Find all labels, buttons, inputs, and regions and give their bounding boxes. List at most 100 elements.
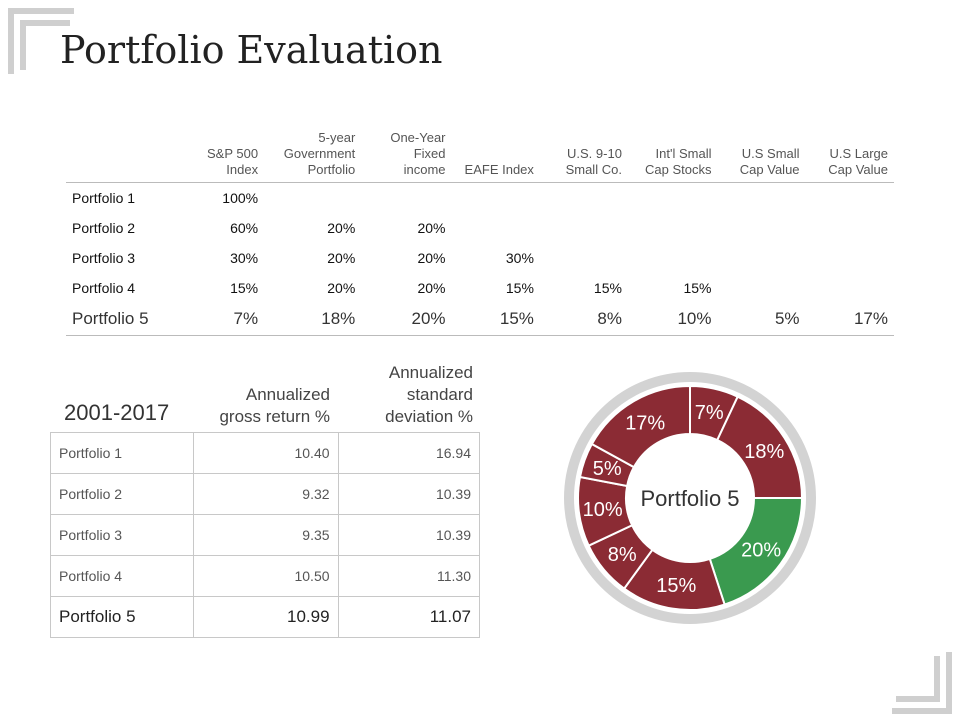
donut-slice-label: 5% — [593, 458, 622, 480]
returns-row-name: Portfolio 5 — [50, 596, 194, 638]
corner-decoration-bottom-right-inner — [896, 656, 940, 702]
allocation-cell: 100% — [222, 190, 259, 206]
allocation-cell — [452, 183, 540, 214]
allocation-column-header: 5-year Government Portfolio — [264, 130, 362, 183]
allocation-cell: 30% — [230, 250, 259, 266]
returns-row: Portfolio 2 9.32 10.39 — [50, 473, 481, 515]
allocation-cell: 20% — [417, 220, 446, 236]
gross-return-cell: 9.35 — [193, 514, 339, 556]
corner-decoration-bottom-right — [892, 652, 952, 714]
returns-row-name: Portfolio 1 — [50, 432, 194, 474]
gross-return-cell: 10.40 — [193, 432, 339, 474]
allocation-cell: 15% — [683, 280, 712, 296]
allocation-cell — [806, 273, 894, 303]
allocation-cell — [540, 243, 628, 273]
allocation-cell — [718, 243, 806, 273]
returns-row-name: Portfolio 4 — [50, 555, 194, 597]
allocation-row-name: Portfolio 4 — [72, 280, 136, 296]
allocation-cell: 15% — [593, 280, 622, 296]
std-deviation-cell: 11.07 — [337, 596, 481, 638]
donut-slice-label: 18% — [744, 441, 784, 463]
corner-decoration-top-left-inner — [20, 20, 70, 70]
allocation-cell — [718, 213, 806, 243]
allocation-row: Portfolio 2 60% 20% 20% — [66, 213, 894, 243]
allocation-cell: 60% — [230, 220, 259, 236]
allocation-row-name: Portfolio 1 — [72, 190, 136, 206]
allocation-column-header: S&P 500 Index — [182, 130, 265, 183]
allocation-cell: 20% — [417, 280, 446, 296]
allocation-cell: 18% — [264, 303, 362, 336]
gross-return-cell: 10.99 — [193, 596, 339, 638]
donut-slice-label: 8% — [608, 544, 637, 566]
std-deviation-header: Annualized standard deviation % — [385, 363, 473, 426]
gross-return-header: Annualized gross return % — [219, 385, 330, 426]
allocation-cell: 8% — [539, 303, 628, 336]
allocation-cell — [628, 243, 718, 273]
allocation-cell — [628, 183, 718, 214]
allocation-header-row: S&P 500 Index 5-year Government Portfolio One… — [66, 130, 894, 183]
donut-slice-label: 10% — [583, 499, 623, 521]
donut-slice-label: 20% — [741, 540, 781, 562]
donut-slice-label: 17% — [625, 412, 665, 434]
allocation-column-header: U.S Small Cap Value — [717, 130, 806, 183]
allocation-column-header: Int'l Small Cap Stocks — [627, 130, 718, 183]
allocation-row: Portfolio 5 7% 18% 20% 15% 8% 10% 5% 17% — [66, 303, 894, 336]
allocation-cell: 20% — [327, 220, 356, 236]
period-label: 2001-2017 — [64, 400, 170, 425]
allocation-table: S&P 500 Index 5-year Government Portfolio One… — [66, 130, 894, 336]
returns-row-name: Portfolio 2 — [50, 473, 194, 515]
page-title: Portfolio Evaluation — [60, 28, 443, 72]
allocation-cell: 20% — [327, 280, 356, 296]
allocation-cell — [264, 183, 361, 214]
allocation-corner-cell — [66, 130, 183, 183]
donut-slice-label: 15% — [656, 575, 696, 597]
allocation-column-header: EAFE Index — [451, 130, 540, 183]
allocation-column-header: U.S. 9-10 Small Co. — [539, 130, 628, 183]
allocation-cell — [452, 213, 540, 243]
allocation-cell — [718, 183, 806, 214]
std-deviation-cell: 10.39 — [337, 473, 481, 515]
allocation-cell: 30% — [505, 250, 534, 266]
allocation-cell: 5% — [717, 303, 806, 336]
std-deviation-cell: 16.94 — [337, 432, 481, 474]
donut-slice — [590, 384, 691, 469]
allocation-row: Portfolio 1 100% — [66, 183, 894, 214]
allocation-cell — [806, 183, 894, 214]
allocation-cell — [806, 213, 894, 243]
allocation-cell: 15% — [230, 280, 259, 296]
returns-row-name: Portfolio 3 — [50, 514, 194, 556]
allocation-row-name: Portfolio 2 — [72, 220, 136, 236]
allocation-cell: 20% — [327, 250, 356, 266]
allocation-column-header: One-Year Fixed income — [361, 130, 452, 183]
allocation-cell: 15% — [451, 303, 540, 336]
corner-decoration-top-left — [8, 8, 74, 74]
allocation-row-name: Portfolio 5 — [66, 303, 183, 336]
allocation-cell — [718, 273, 806, 303]
returns-row: Portfolio 4 10.50 11.30 — [50, 555, 481, 597]
allocation-cell: 17% — [805, 303, 894, 336]
allocation-row-name: Portfolio 3 — [72, 250, 136, 266]
allocation-cell: 15% — [505, 280, 534, 296]
gross-return-cell: 9.32 — [193, 473, 339, 515]
allocation-cell: 10% — [627, 303, 718, 336]
allocation-cell: 7% — [182, 303, 265, 336]
allocation-cell: 20% — [417, 250, 446, 266]
allocation-cell — [540, 213, 628, 243]
allocation-row: Portfolio 3 30% 20% 20% 30% — [66, 243, 894, 273]
returns-row: Portfolio 1 10.40 16.94 — [50, 432, 481, 474]
allocation-cell — [540, 183, 628, 214]
returns-table: Portfolio 1 10.40 16.94 Portfolio 2 9.32 10.3… — [50, 432, 481, 638]
returns-row: Portfolio 3 9.35 10.39 — [50, 514, 481, 556]
allocation-row: Portfolio 4 15% 20% 20% 15% 15% 15% — [66, 273, 894, 303]
allocation-column-header: U.S Large Cap Value — [805, 130, 894, 183]
returns-row: Portfolio 5 10.99 11.07 — [50, 596, 481, 638]
donut-outer-ring — [564, 372, 816, 624]
portfolio-5-donut-chart: 7% 18% 20% 15% 8% 10% 5% 17% Portfolio 5 — [564, 372, 816, 624]
donut-center-title: Portfolio 5 — [640, 486, 739, 511]
gross-return-cell: 10.50 — [193, 555, 339, 597]
allocation-cell — [361, 183, 451, 214]
allocation-cell — [628, 213, 718, 243]
std-deviation-cell: 10.39 — [337, 514, 481, 556]
donut-slice-label: 7% — [695, 402, 724, 424]
std-deviation-cell: 11.30 — [337, 555, 481, 597]
